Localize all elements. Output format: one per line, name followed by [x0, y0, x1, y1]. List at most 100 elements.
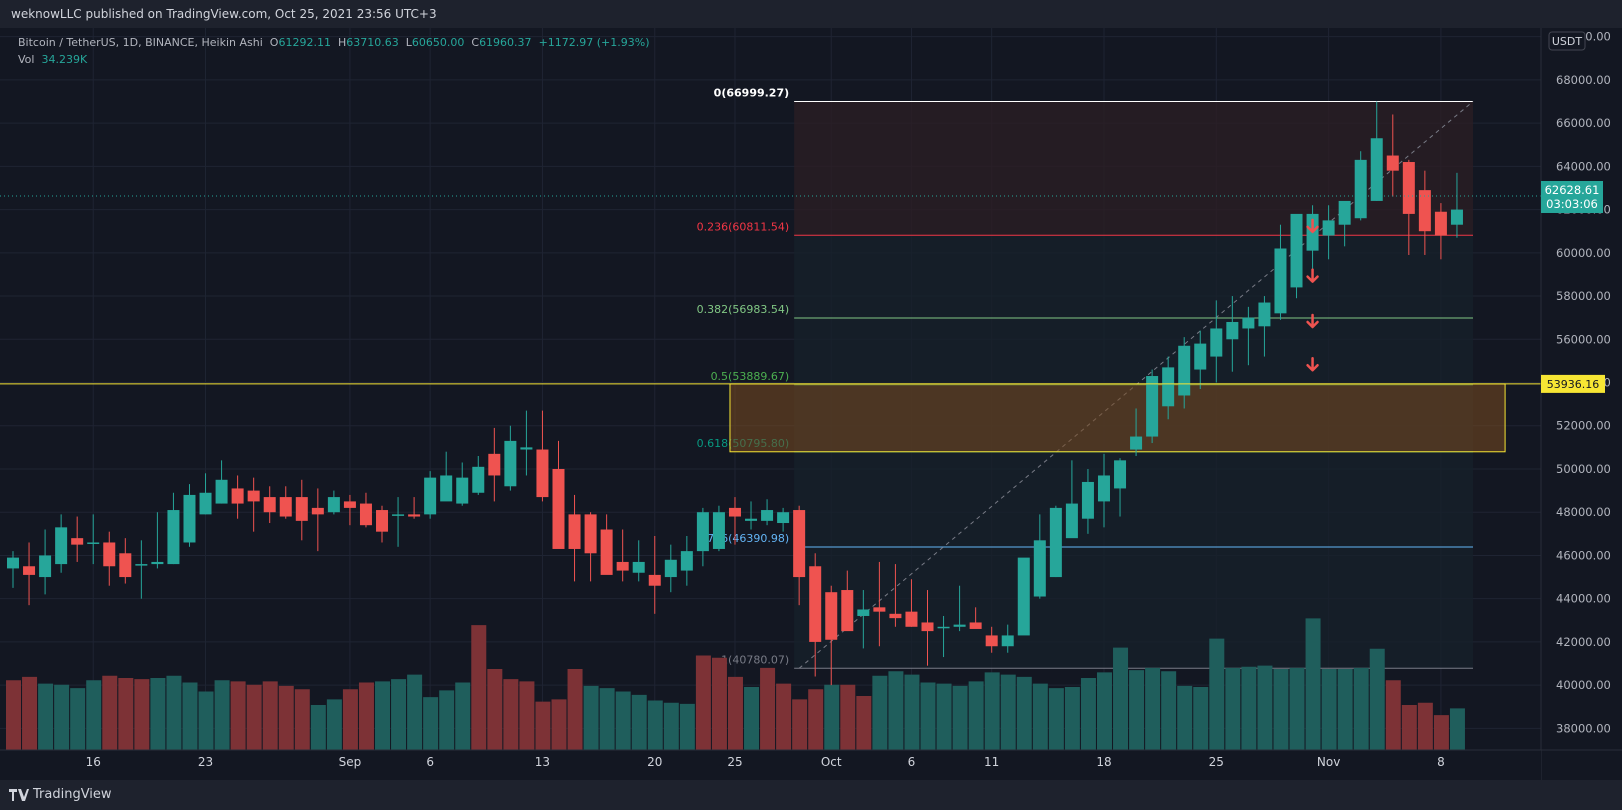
- candle[interactable]: [600, 514, 613, 575]
- candle[interactable]: [87, 514, 100, 565]
- tradingview-logo[interactable]: TradingView: [9, 787, 112, 802]
- candle[interactable]: [1354, 151, 1367, 221]
- candle[interactable]: [1242, 306, 1255, 366]
- candle[interactable]: [488, 427, 501, 502]
- candle[interactable]: [777, 507, 790, 532]
- candle[interactable]: [7, 551, 19, 588]
- candle[interactable]: [1274, 224, 1287, 320]
- candle[interactable]: [199, 473, 212, 515]
- candle[interactable]: [1322, 205, 1335, 260]
- candle[interactable]: [1210, 300, 1223, 383]
- candle[interactable]: [103, 531, 116, 586]
- candle[interactable]: [23, 542, 36, 606]
- down-arrow-icon[interactable]: [1306, 356, 1319, 372]
- candle[interactable]: [279, 486, 292, 519]
- candle[interactable]: [119, 538, 132, 584]
- candle[interactable]: [921, 590, 934, 666]
- fibonacci-retracement[interactable]: 0(66999.27) 0.236(60811.54) 0.382(56983.54…: [697, 87, 1506, 669]
- candle[interactable]: [1114, 458, 1127, 517]
- candle[interactable]: [263, 486, 276, 524]
- candle[interactable]: [664, 544, 677, 593]
- down-arrow-icon[interactable]: [1306, 268, 1319, 283]
- candle[interactable]: [745, 501, 758, 530]
- candle[interactable]: [969, 607, 982, 629]
- candle[interactable]: [1097, 453, 1110, 528]
- candle[interactable]: [1418, 170, 1431, 255]
- candle[interactable]: [1178, 337, 1191, 409]
- candle[interactable]: [1162, 356, 1175, 420]
- candle[interactable]: [632, 540, 645, 582]
- candle[interactable]: [857, 590, 870, 649]
- candle[interactable]: [905, 579, 918, 627]
- candle[interactable]: [1033, 514, 1046, 599]
- candle[interactable]: [584, 512, 597, 582]
- candle[interactable]: [1130, 408, 1143, 457]
- candle[interactable]: [71, 516, 84, 562]
- candle[interactable]: [1386, 114, 1399, 197]
- candle[interactable]: [761, 499, 774, 526]
- candle[interactable]: [1017, 557, 1030, 636]
- candle[interactable]: [712, 505, 725, 552]
- candle[interactable]: [1402, 159, 1415, 255]
- candle[interactable]: [424, 471, 437, 519]
- candle[interactable]: [1450, 172, 1463, 238]
- candle[interactable]: [1338, 200, 1351, 247]
- candle[interactable]: [873, 561, 886, 647]
- candle[interactable]: [440, 451, 453, 502]
- price-chart[interactable]: 0(66999.27) 0.236(60811.54) 0.382(56983.54…: [0, 28, 1622, 780]
- candle[interactable]: [793, 505, 806, 606]
- candle[interactable]: [135, 540, 148, 599]
- candle[interactable]: [1065, 460, 1078, 539]
- candle[interactable]: [696, 507, 709, 567]
- candle[interactable]: [552, 440, 565, 549]
- candle[interactable]: [504, 425, 517, 491]
- candle[interactable]: [1194, 330, 1207, 389]
- candle[interactable]: [39, 529, 52, 595]
- candle[interactable]: [568, 494, 581, 582]
- candle[interactable]: [825, 585, 838, 686]
- candle[interactable]: [392, 497, 405, 547]
- candle[interactable]: [456, 462, 469, 506]
- candle[interactable]: [616, 529, 629, 582]
- support-zone[interactable]: [729, 383, 1506, 453]
- candle[interactable]: [1226, 296, 1239, 372]
- candle[interactable]: [648, 535, 661, 614]
- candle[interactable]: [327, 490, 340, 515]
- candle[interactable]: [953, 585, 966, 632]
- candle[interactable]: [985, 626, 998, 653]
- candle[interactable]: [343, 494, 356, 526]
- candle[interactable]: [1258, 296, 1271, 357]
- candle[interactable]: [183, 484, 196, 547]
- candle[interactable]: [937, 615, 950, 658]
- candle[interactable]: [359, 492, 372, 528]
- candle[interactable]: [215, 460, 228, 504]
- candle[interactable]: [1049, 505, 1062, 578]
- candle[interactable]: [295, 479, 308, 541]
- candle[interactable]: [247, 477, 260, 532]
- time-axis[interactable]: 16 23 Sep 6 13 20 25 Oct 6 11 18 25 Nov 8: [0, 749, 1622, 780]
- candle[interactable]: [311, 488, 324, 552]
- candle[interactable]: [1146, 369, 1159, 444]
- price-axis[interactable]: 38000.00 40000.00 42000.00 44000.00 46000.00…: [1540, 28, 1622, 780]
- candle[interactable]: [472, 456, 485, 495]
- candle[interactable]: [1081, 468, 1094, 534]
- candle[interactable]: [231, 475, 244, 519]
- candle[interactable]: [841, 570, 854, 632]
- candle[interactable]: [680, 535, 693, 586]
- down-arrow-icon[interactable]: [1306, 218, 1319, 234]
- candle[interactable]: [1290, 213, 1303, 299]
- candle[interactable]: [728, 497, 741, 545]
- candle[interactable]: [55, 514, 68, 573]
- currency-badge[interactable]: [1548, 31, 1586, 51]
- candle[interactable]: [1001, 624, 1014, 653]
- candle[interactable]: [889, 564, 902, 627]
- candle[interactable]: [151, 512, 164, 569]
- candle[interactable]: [408, 497, 421, 519]
- candle[interactable]: [167, 492, 180, 565]
- candle[interactable]: [1434, 203, 1447, 260]
- candle[interactable]: [376, 505, 389, 543]
- candle[interactable]: [520, 410, 533, 476]
- down-arrow-icon[interactable]: [1306, 313, 1319, 329]
- candle[interactable]: [809, 553, 822, 677]
- candle[interactable]: [1370, 101, 1383, 201]
